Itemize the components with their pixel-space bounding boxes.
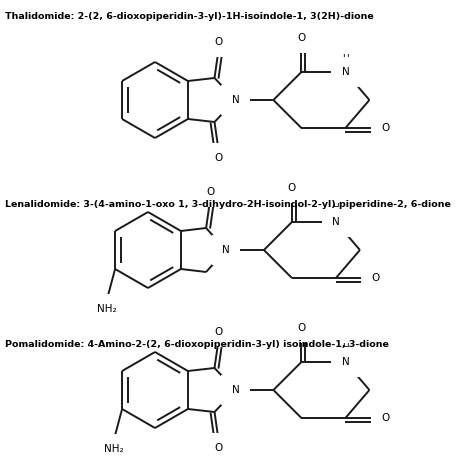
Text: O: O (297, 323, 306, 333)
Text: O: O (288, 183, 296, 193)
Text: O: O (381, 123, 390, 133)
Text: NH₂: NH₂ (104, 444, 124, 454)
Text: N: N (332, 217, 340, 227)
Text: O: O (214, 37, 223, 47)
Text: NH₂: NH₂ (97, 304, 117, 314)
Text: O: O (372, 273, 380, 283)
Text: H: H (333, 203, 339, 212)
Text: O: O (214, 327, 223, 337)
Text: Thalidomide: 2-(2, 6-dioxopiperidin-3-yl)-1H-isoindole-1, 3(2H)-dione: Thalidomide: 2-(2, 6-dioxopiperidin-3-yl… (5, 12, 374, 21)
Text: O: O (381, 413, 390, 423)
Text: O: O (214, 443, 223, 453)
Text: O: O (206, 187, 214, 197)
Text: N: N (342, 67, 349, 77)
Text: Pomalidomide: 4-Amino-2-(2, 6-dioxopiperidin-3-yl) isoindole-1, 3-dione: Pomalidomide: 4-Amino-2-(2, 6-dioxopiper… (5, 340, 389, 349)
Text: H: H (342, 344, 349, 353)
Text: N: N (231, 385, 239, 395)
Text: O: O (214, 153, 223, 163)
Text: O: O (297, 33, 306, 43)
Text: N: N (231, 95, 239, 105)
Text: Lenalidomide: 3-(4-amino-1-oxo 1, 3-dihydro-2H-isoindol-2-yl) piperidine-2, 6-di: Lenalidomide: 3-(4-amino-1-oxo 1, 3-dihy… (5, 200, 451, 209)
Text: N: N (222, 245, 230, 255)
Text: N: N (342, 357, 349, 367)
Text: H: H (342, 54, 349, 63)
